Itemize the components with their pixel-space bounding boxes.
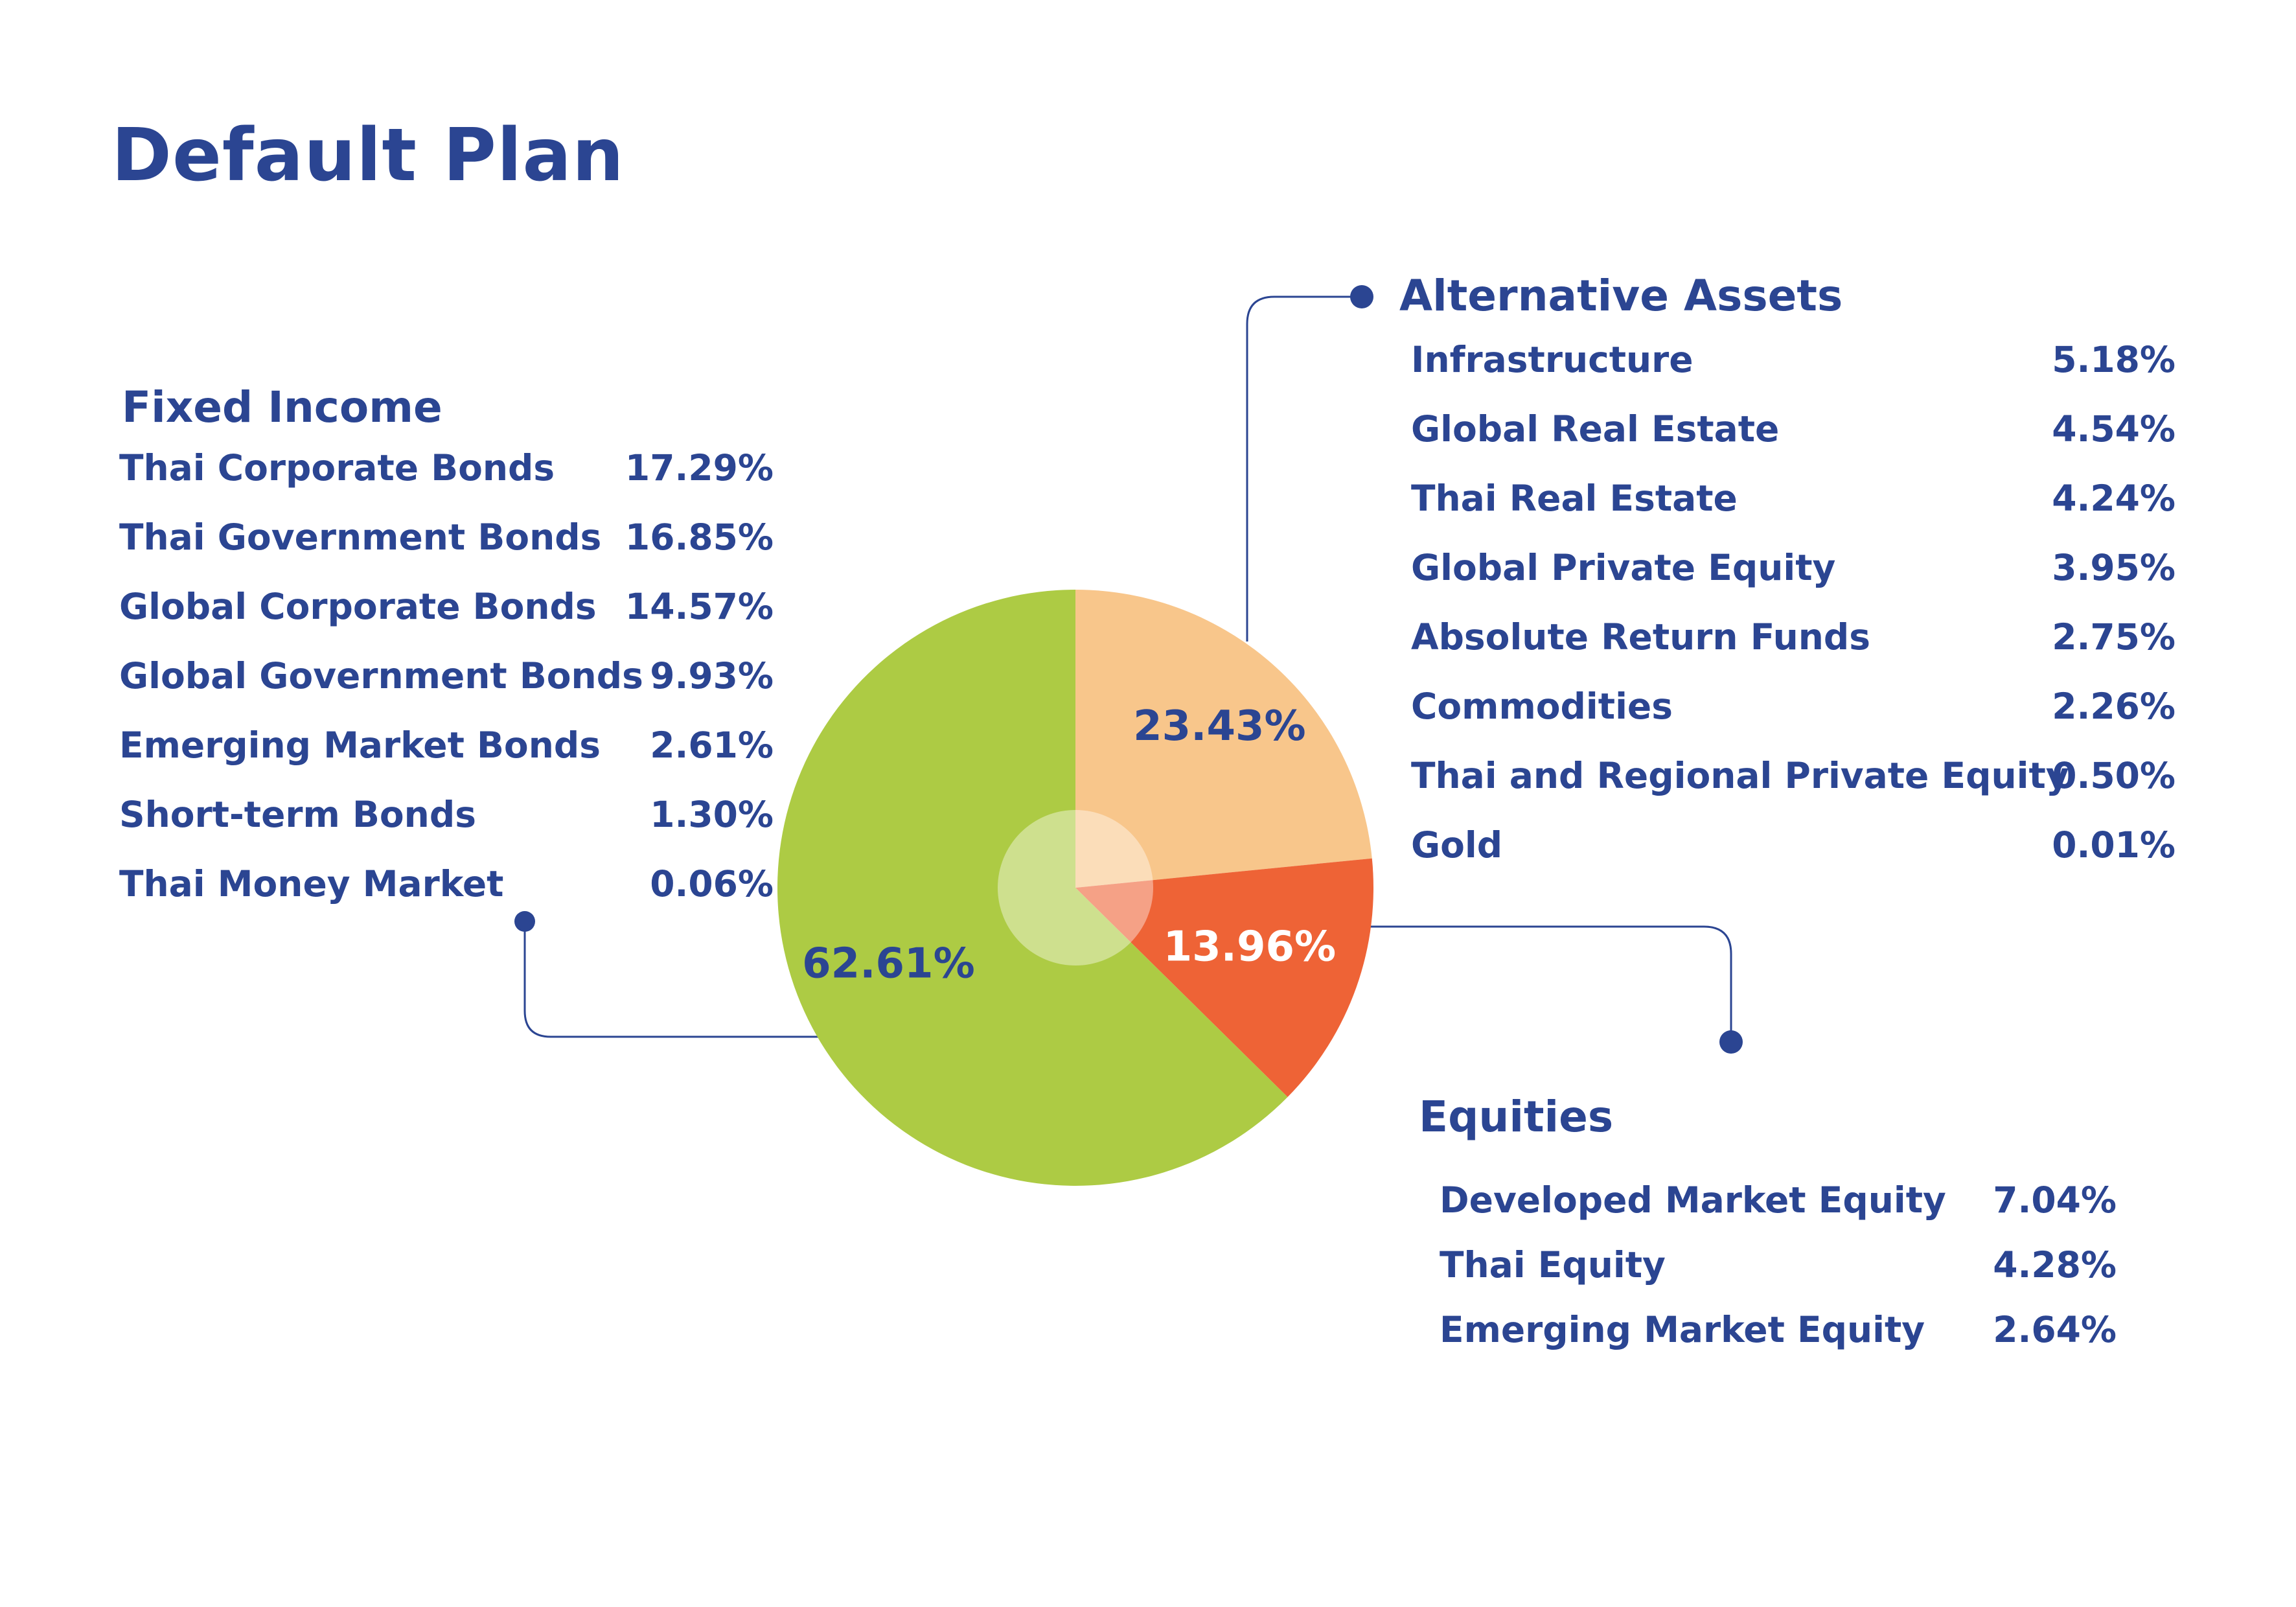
item-label: Emerging Market Bonds — [119, 724, 601, 766]
item-value: 2.61% — [650, 724, 774, 766]
fixed-income-item: Emerging Market Bonds 2.61% — [119, 724, 774, 770]
alternative-assets-item: Gold 0.01% — [1411, 824, 2175, 870]
alternative-assets-item: Infrastructure 5.18% — [1411, 339, 2175, 384]
item-value: 2.64% — [1993, 1309, 2117, 1350]
item-label: Short-term Bonds — [119, 794, 476, 835]
item-value: 4.28% — [1993, 1244, 2117, 1286]
pie-label-equities: 13.96% — [1164, 923, 1337, 971]
item-label: Global Government Bonds — [119, 655, 643, 697]
item-value: 2.75% — [2052, 616, 2175, 658]
alternative-assets-item: Thai Real Estate 4.24% — [1411, 478, 2175, 523]
item-value: 7.04% — [1993, 1179, 2117, 1221]
equities-item: Developed Market Equity 7.04% — [1440, 1179, 2117, 1225]
equities-item: Emerging Market Equity 2.64% — [1440, 1309, 2117, 1354]
item-value: 4.24% — [2052, 478, 2175, 519]
item-value: 16.85% — [625, 516, 774, 558]
item-label: Global Corporate Bonds — [119, 586, 597, 627]
item-value: 4.54% — [2052, 408, 2175, 450]
item-label: Thai Money Market — [119, 863, 504, 905]
item-value: 2.26% — [2052, 686, 2175, 727]
connector-fixed-income — [514, 911, 823, 1038]
item-label: Emerging Market Equity — [1440, 1309, 1925, 1350]
pie-slice-alternative-assets — [1075, 590, 1372, 888]
alternative-assets-item: Global Real Estate 4.54% — [1411, 408, 2175, 454]
fixed-income-item: Thai Money Market 0.06% — [119, 863, 774, 908]
item-label: Thai Corporate Bonds — [119, 447, 555, 489]
pie-slice-equities — [1075, 858, 1373, 1098]
pie-center-overlay — [998, 810, 1153, 965]
item-value: 0.01% — [2052, 824, 2175, 866]
item-value: 17.29% — [625, 447, 774, 489]
fixed-income-title: Fixed Income — [122, 382, 442, 432]
pie-slice-fixed-income — [777, 590, 1288, 1186]
item-label: Thai Government Bonds — [119, 516, 602, 558]
item-value: 9.93% — [650, 655, 774, 697]
item-value: 1.30% — [650, 794, 774, 835]
alternative-assets-item: Absolute Return Funds 2.75% — [1411, 616, 2175, 662]
item-label: Global Real Estate — [1411, 408, 1780, 450]
item-label: Gold — [1411, 824, 1503, 866]
fixed-income-item: Global Corporate Bonds 14.57% — [119, 586, 774, 631]
item-value: 3.95% — [2052, 547, 2175, 588]
connector-equities — [1370, 925, 1743, 1054]
item-label: Thai Equity — [1440, 1244, 1666, 1286]
alternative-assets-item: Global Private Equity 3.95% — [1411, 547, 2175, 592]
item-value: 5.18% — [2052, 339, 2175, 380]
page-title: Default Plan — [111, 113, 625, 198]
item-value: 14.57% — [625, 586, 774, 627]
fixed-income-item: Global Government Bonds 9.93% — [119, 655, 774, 700]
fixed-income-item: Thai Corporate Bonds 17.29% — [119, 447, 774, 492]
connector-alternative-assets — [1246, 285, 1373, 642]
equities-item: Thai Equity 4.28% — [1440, 1244, 2117, 1289]
fixed-income-item: Short-term Bonds 1.30% — [119, 794, 774, 839]
fixed-income-item: Thai Government Bonds 16.85% — [119, 516, 774, 562]
equities-title: Equities — [1419, 1092, 1614, 1142]
alternative-assets-title: Alternative Assets — [1399, 271, 1843, 321]
item-label: Infrastructure — [1411, 339, 1693, 380]
pie-label-fixed-income: 62.61% — [802, 940, 975, 988]
item-label: Absolute Return Funds — [1411, 616, 1870, 658]
item-value: 0.06% — [650, 863, 774, 905]
pie-label-alternative-assets: 23.43% — [1133, 702, 1306, 750]
item-label: Developed Market Equity — [1440, 1179, 1946, 1221]
alternative-assets-item: Thai and Regional Private Equity 0.50% — [1411, 755, 2175, 800]
alternative-assets-item: Commodities 2.26% — [1411, 686, 2175, 731]
item-label: Global Private Equity — [1411, 547, 1836, 588]
item-value: 0.50% — [2052, 755, 2175, 796]
item-label: Commodities — [1411, 686, 1673, 727]
item-label: Thai and Regional Private Equity — [1411, 755, 2069, 796]
item-label: Thai Real Estate — [1411, 478, 1738, 519]
